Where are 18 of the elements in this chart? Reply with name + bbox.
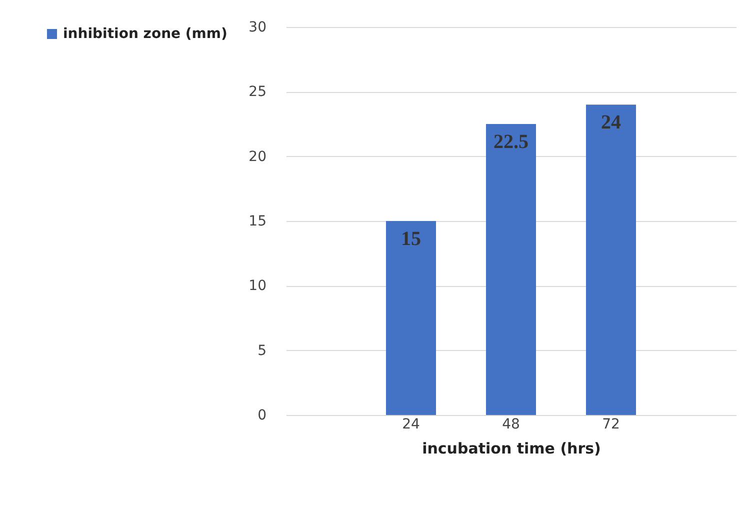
x-tick-label: 48 [502,416,520,432]
y-tick-label: 5 [258,342,266,359]
y-tick-label: 20 [248,148,266,165]
y-tick-label: 30 [248,20,266,36]
legend-label: inhibition zone (mm) [63,26,228,42]
bar [386,221,436,415]
y-tick-label: 10 [248,278,266,294]
y-tick-label: 15 [248,214,266,230]
y-tick-label: 0 [258,408,266,424]
x-tick-label: 24 [402,416,420,432]
data-label: 22.5 [494,131,528,153]
x-tick-label: 72 [602,416,620,432]
bar [586,104,636,415]
data-label: 24 [601,112,621,134]
data-label: 15 [401,228,421,250]
x-axis-title: incubation time (hrs) [422,440,601,458]
bar [486,124,536,415]
y-tick-label: 25 [248,84,266,100]
